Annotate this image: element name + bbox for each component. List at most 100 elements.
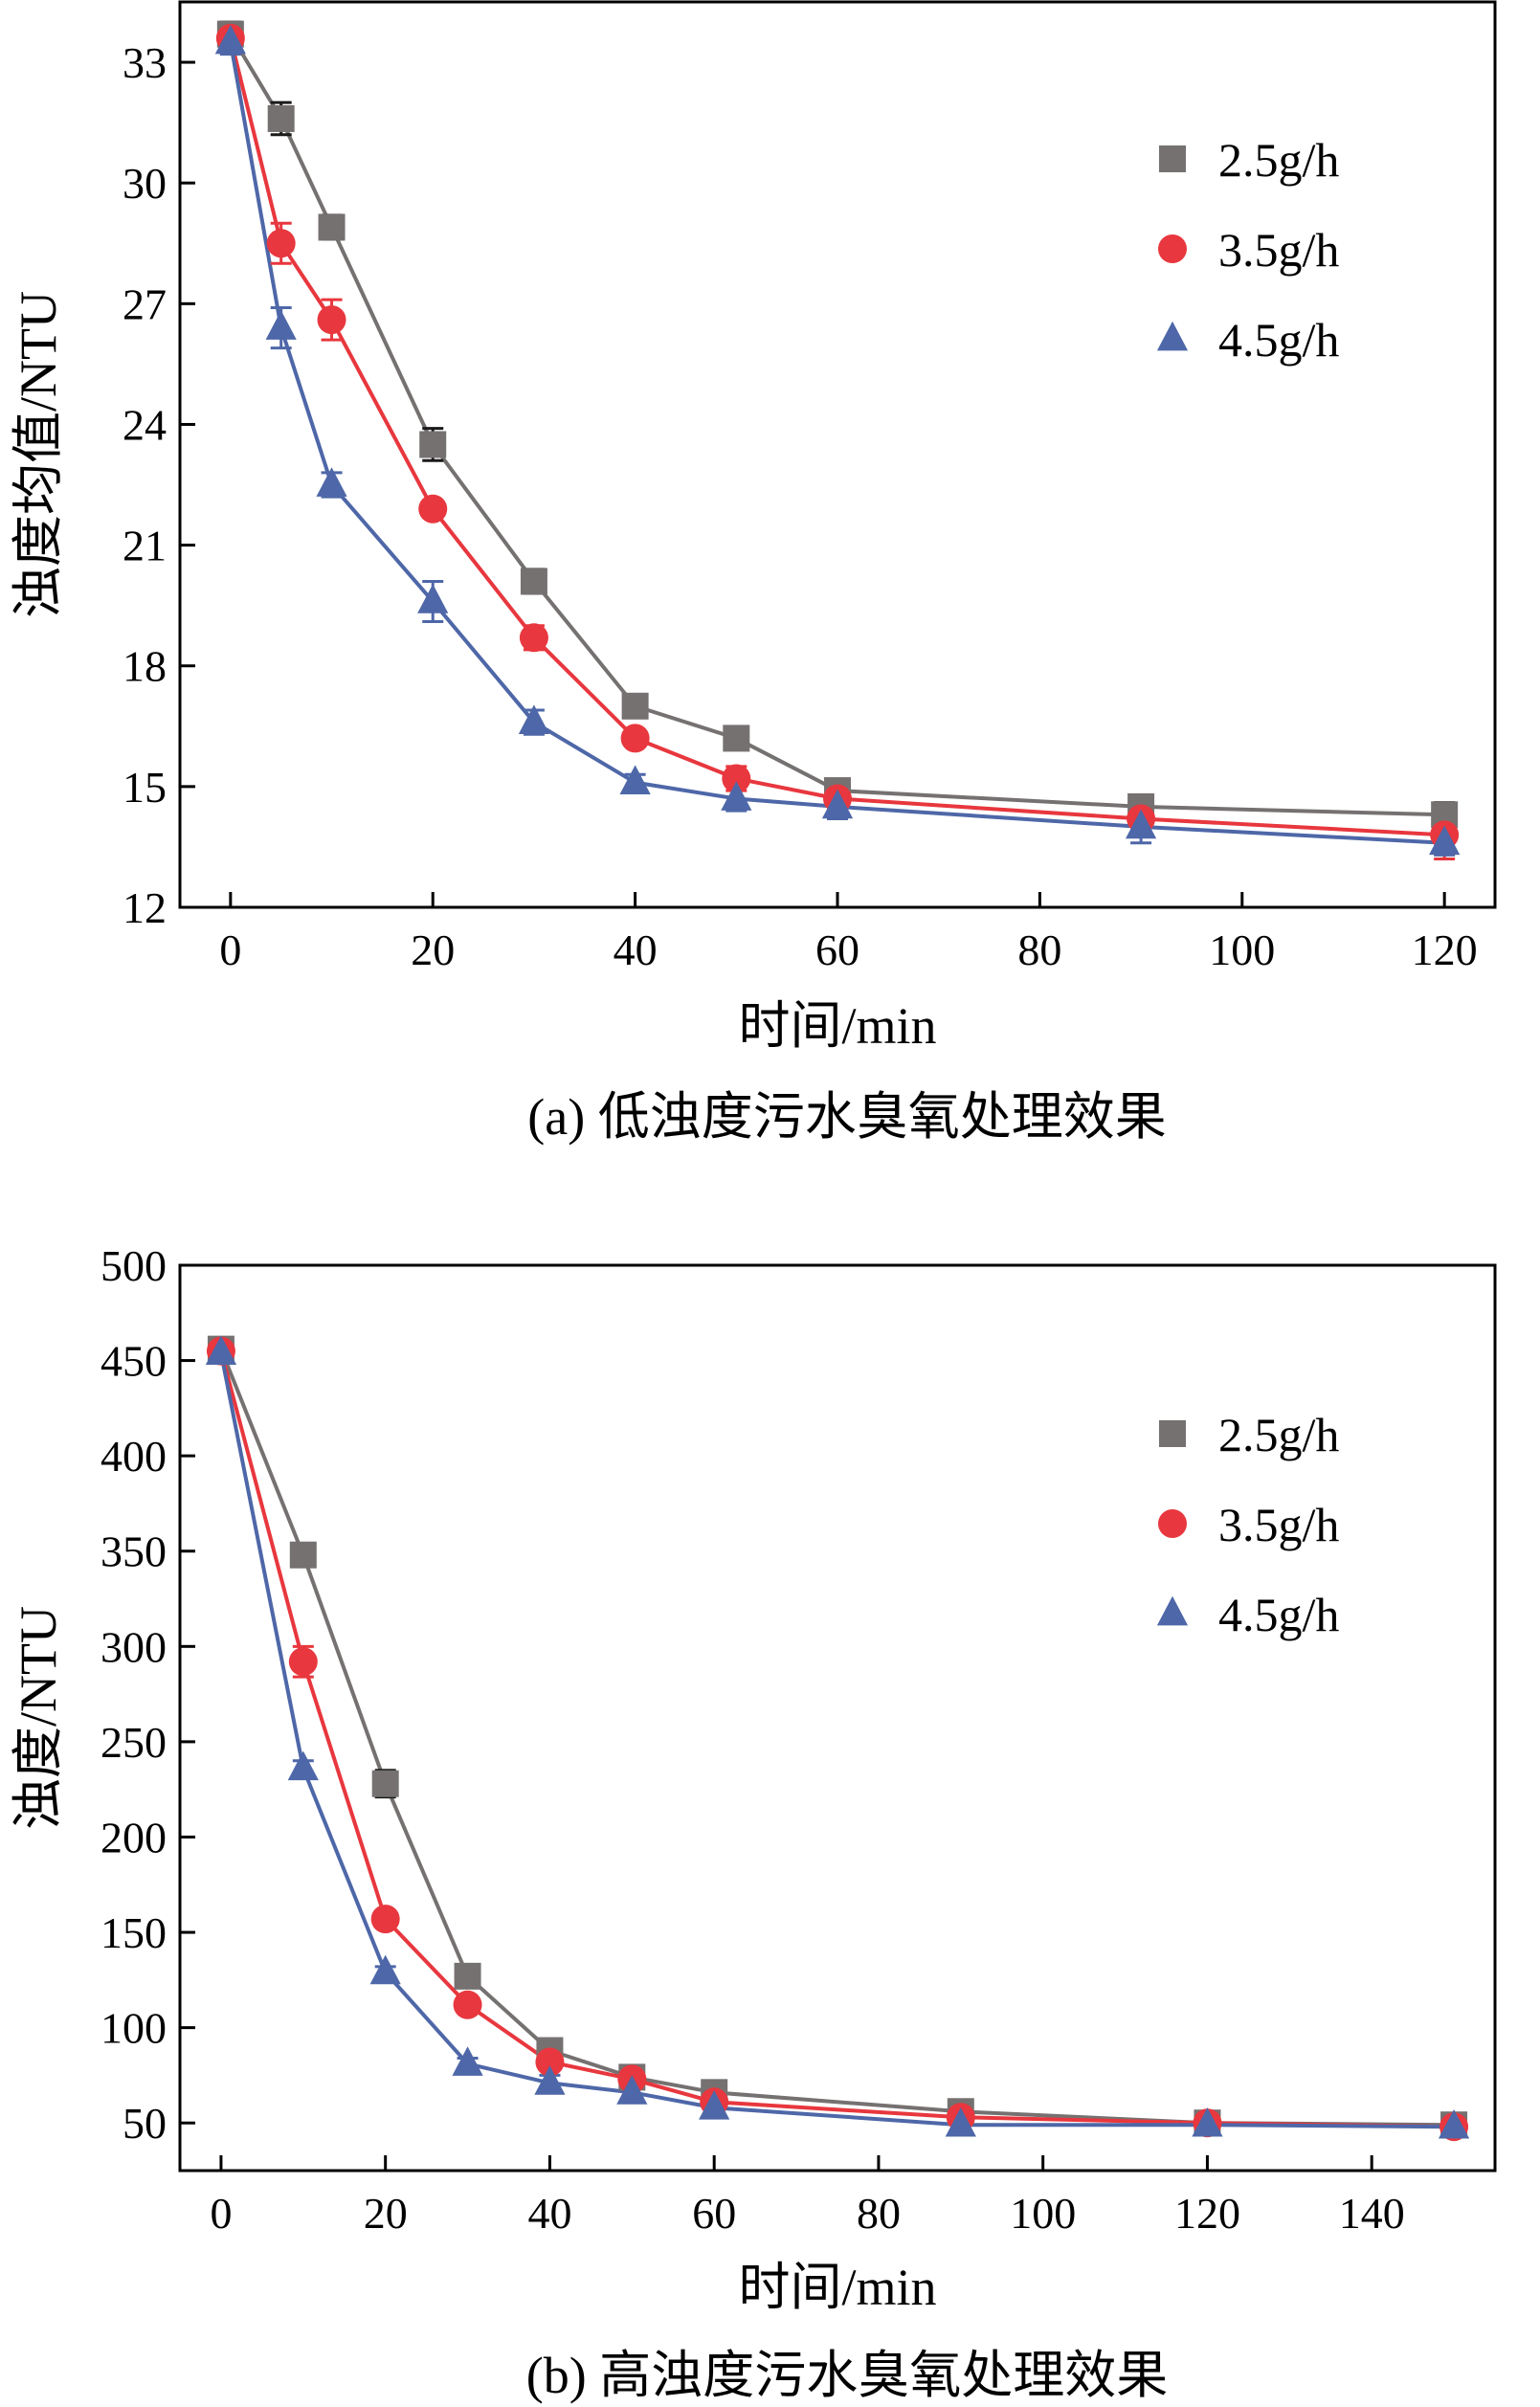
y-tick-label: 15	[123, 763, 167, 812]
chart-low-turbidity: 12 15 18 21 24 27 30 33 0 20 40 60 80 100 120 2.5g/h 3…	[10, 0, 1497, 1146]
data-point-square	[318, 213, 346, 241]
y-tick-label: 150	[100, 1908, 167, 1957]
x-axis-label: 时间/min	[738, 2259, 936, 2316]
y-axis-label: 浊度/NTU	[10, 1606, 67, 1830]
y-tick-label: 200	[100, 1813, 167, 1861]
data-point-square	[723, 724, 750, 752]
data-point-triangle	[534, 2065, 566, 2095]
x-tick-label: 20	[364, 2189, 408, 2238]
data-point-circle	[266, 229, 296, 258]
legend-marker-triangle	[1156, 321, 1189, 351]
series-lines	[228, 33, 1445, 845]
data-point-square	[520, 568, 547, 595]
y-tick-label: 100	[100, 2004, 167, 2053]
legend-label: 4.5g/h	[1218, 1588, 1339, 1641]
legend: 2.5g/h 3.5g/h 4.5g/h	[1156, 1408, 1339, 1641]
x-tick-label: 40	[527, 2189, 571, 2238]
y-tick-label: 450	[100, 1337, 167, 1386]
x-tick-label: 120	[1412, 925, 1478, 974]
legend-label: 4.5g/h	[1218, 313, 1339, 367]
x-tick-label: 20	[411, 925, 455, 974]
legend: 2.5g/h 3.5g/h 4.5g/h	[1156, 133, 1339, 367]
data-point-circle	[288, 1647, 318, 1677]
x-tick-label: 0	[210, 2189, 232, 2238]
y-tick-label: 300	[100, 1622, 167, 1671]
data-point-triangle	[821, 789, 854, 819]
data-point-triangle	[1438, 2108, 1470, 2139]
data-point-circle	[519, 623, 548, 653]
data-point-triangle	[452, 2046, 483, 2076]
data-point-circle	[453, 1990, 482, 2019]
data-point-triangle	[214, 24, 246, 55]
data-point-triangle	[369, 1954, 401, 1985]
x-tick-label: 0	[219, 925, 241, 974]
y-tick-label: 500	[100, 1241, 167, 1290]
data-point-triangle	[699, 2090, 730, 2120]
series-line-2.5g/h	[229, 33, 1445, 817]
legend-marker-square	[1159, 1420, 1186, 1447]
data-point-triangle	[1192, 2106, 1223, 2137]
x-tick-label: 100	[1010, 2189, 1076, 2238]
data-point-circle	[317, 305, 346, 335]
data-point-square	[454, 1962, 481, 1990]
y-tick-label: 21	[123, 522, 167, 570]
data-point-square	[419, 431, 447, 458]
x-tick-label: 80	[1017, 925, 1061, 974]
y-tick-label: 24	[123, 400, 167, 449]
data-point-square	[267, 104, 295, 132]
x-tick-label: 60	[692, 2189, 736, 2238]
legend-label: 3.5g/h	[1218, 1498, 1339, 1551]
data-point-triangle	[721, 781, 752, 811]
legend-label: 2.5g/h	[1218, 133, 1339, 187]
data-point-square	[621, 692, 649, 720]
data-point-triangle	[945, 2106, 976, 2137]
data-point-circle	[370, 1905, 400, 1934]
data-point-triangle	[417, 584, 449, 613]
figure-caption: (b) 高浊度污水臭氧处理效果	[526, 2347, 1168, 2404]
data-point-triangle	[619, 765, 651, 795]
data-point-triangle	[616, 2075, 648, 2105]
x-tick-label: 80	[857, 2189, 901, 2238]
data-point-circle	[535, 2047, 565, 2077]
series-line-4.5g/h	[218, 1352, 1455, 2129]
series-markers	[214, 20, 1461, 856]
legend-label: 3.5g/h	[1218, 223, 1339, 277]
y-tick-label: 33	[123, 38, 167, 87]
y-tick-label: 12	[123, 883, 167, 932]
y-tick-label: 400	[100, 1432, 167, 1481]
data-point-circle	[418, 494, 448, 524]
y-tick-label: 350	[100, 1527, 167, 1576]
y-tick-label: 50	[123, 2099, 167, 2148]
series-line-4.5g/h	[228, 41, 1445, 845]
legend-marker-square	[1159, 145, 1186, 172]
series-line-3.5g/h	[228, 37, 1445, 837]
series-lines	[218, 1348, 1455, 2129]
series-line-3.5g/h	[219, 1350, 1455, 2129]
series-line-2.5g/h	[219, 1348, 1455, 2128]
y-axis-label: 浊度均值/NTU	[10, 291, 67, 618]
y-tick-label: 27	[123, 279, 167, 328]
x-ticks: 0 20 40 60 80 100 120 140	[210, 2155, 1405, 2238]
data-point-square	[371, 1770, 399, 1797]
y-tick-label: 30	[123, 159, 167, 208]
data-point-triangle	[205, 1335, 237, 1365]
legend-label: 2.5g/h	[1218, 1408, 1339, 1461]
x-tick-label: 140	[1339, 2189, 1405, 2238]
y-ticks: 12 15 18 21 24 27 30 33	[123, 38, 195, 932]
legend-marker-circle	[1158, 234, 1187, 263]
y-ticks: 50 100 150 200 250 300 350 400 450 500	[100, 1241, 195, 2148]
data-point-circle	[722, 764, 751, 793]
x-tick-label: 60	[815, 925, 859, 974]
data-point-triangle	[518, 704, 550, 734]
chart-high-turbidity: 50 100 150 200 250 300 350 400 450 500 0 20 40 60 80 1…	[10, 1241, 1497, 2404]
figure-caption: (a) 低浊度污水臭氧处理效果	[527, 1088, 1166, 1146]
series-markers	[205, 1335, 1470, 2142]
legend-marker-triangle	[1156, 1595, 1189, 1626]
y-tick-label: 250	[100, 1718, 167, 1767]
data-point-circle	[620, 724, 650, 753]
y-tick-label: 18	[123, 642, 167, 691]
data-point-square	[289, 1541, 317, 1569]
data-point-triangle	[1125, 809, 1157, 839]
data-point-triangle	[265, 310, 297, 340]
